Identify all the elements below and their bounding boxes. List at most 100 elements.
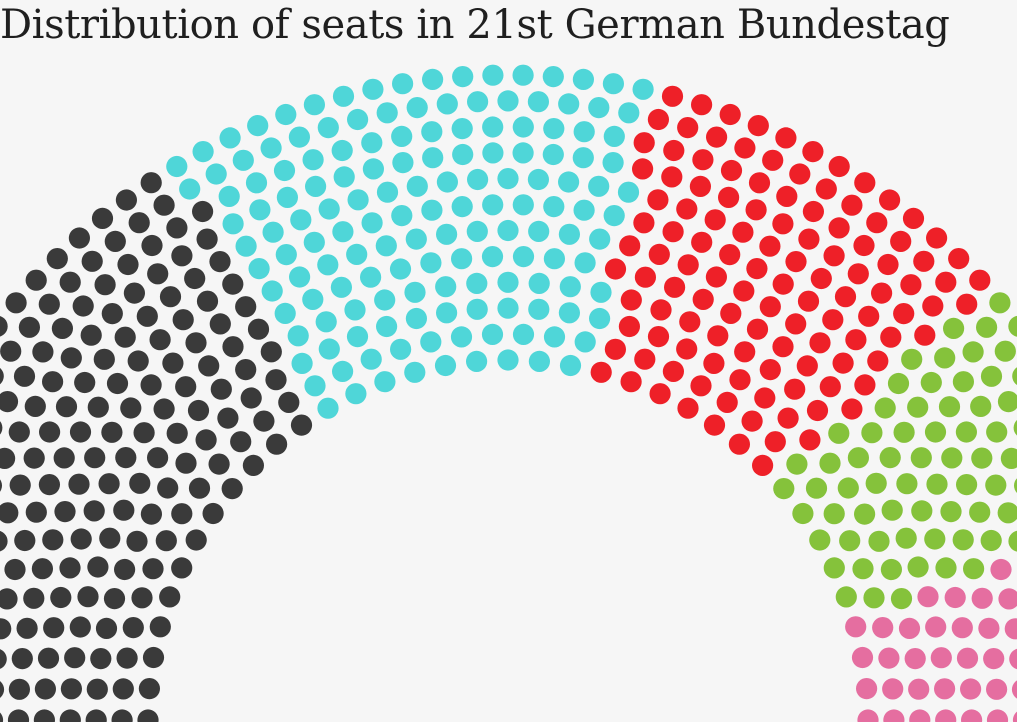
- seat-dot: [847, 447, 870, 469]
- seat-dot: [940, 501, 962, 523]
- seat-dot: [662, 221, 684, 243]
- seat-dot: [376, 315, 398, 338]
- seat-dot: [588, 97, 610, 119]
- seat-dot: [405, 228, 427, 250]
- seat-dot: [391, 125, 413, 147]
- seat-dot: [633, 132, 655, 154]
- seat-dot: [98, 473, 120, 495]
- seat-dot: [815, 178, 837, 200]
- seat-dot: [171, 557, 193, 579]
- seat-dot: [245, 172, 268, 194]
- seat-dot: [235, 235, 257, 257]
- seat-dot: [361, 132, 383, 154]
- seat-dot: [166, 217, 188, 239]
- seat-dot: [25, 501, 47, 523]
- seat-dot: [733, 280, 755, 302]
- seat-dot: [185, 332, 207, 354]
- seat-dot: [69, 616, 91, 638]
- seat-dot: [720, 302, 742, 324]
- seat-dot: [832, 352, 854, 374]
- seat-dot: [317, 117, 339, 139]
- seat-dot: [497, 90, 519, 112]
- seat-dot: [512, 142, 534, 164]
- seat-dot: [985, 474, 1007, 496]
- seat-dot: [209, 251, 231, 273]
- seat-dot: [332, 360, 354, 382]
- seat-dot: [360, 348, 382, 370]
- seat-dot: [332, 85, 355, 107]
- seat-dot: [278, 391, 300, 413]
- seat-dot: [0, 681, 5, 698]
- seat-dot: [317, 397, 339, 419]
- seat-dot: [952, 529, 974, 551]
- seat-dot: [777, 407, 799, 429]
- seat-dot: [81, 250, 103, 272]
- seat-dot: [138, 678, 160, 700]
- seat-dot: [883, 709, 905, 722]
- seat-dot: [664, 276, 686, 298]
- seat-dot: [362, 78, 384, 100]
- seat-dot: [970, 395, 992, 417]
- seat-dot: [926, 227, 948, 249]
- seat-dot: [1004, 618, 1017, 640]
- seat-dot: [679, 311, 701, 333]
- seat-dot: [734, 137, 756, 159]
- seat-dot: [230, 431, 252, 453]
- seat-dot: [0, 367, 4, 385]
- seat-dot: [720, 159, 743, 182]
- seat-dot: [7, 709, 30, 722]
- seat-dot: [802, 141, 824, 163]
- seat-dot: [896, 473, 918, 495]
- seat-dot: [240, 387, 262, 409]
- seat-dot: [893, 421, 915, 443]
- seat-dot: [33, 709, 55, 722]
- seat-dot: [633, 212, 655, 234]
- seat-dot: [114, 326, 136, 348]
- seat-dot: [746, 258, 768, 280]
- seat-dot: [104, 230, 126, 252]
- seat-dot: [890, 230, 912, 252]
- seat-dot: [861, 422, 883, 444]
- seat-dot: [589, 307, 611, 330]
- seat-dot: [589, 228, 611, 250]
- seat-dot: [719, 103, 741, 126]
- seat-dot: [482, 142, 504, 164]
- seat-dot: [857, 709, 879, 722]
- seat-dot: [376, 102, 398, 124]
- seat-dot: [86, 678, 108, 700]
- seat-dot: [676, 198, 698, 220]
- seat-dot: [935, 271, 957, 293]
- seat-dot: [955, 421, 978, 443]
- seat-dot: [772, 273, 794, 295]
- seat-dot: [235, 296, 257, 318]
- seat-dot: [877, 253, 899, 276]
- seat-dot: [391, 205, 413, 227]
- seat-dot: [42, 371, 64, 393]
- seat-dot: [1013, 420, 1017, 436]
- seat-dot: [841, 194, 863, 216]
- seat-dot: [242, 454, 264, 476]
- seat-dot: [572, 68, 595, 90]
- seat-dot: [872, 617, 894, 639]
- seat-dot: [0, 447, 16, 469]
- seat-dot: [80, 324, 102, 346]
- seat-dot: [222, 336, 244, 358]
- seat-dot: [764, 431, 786, 453]
- seat-dot: [157, 477, 179, 499]
- seat-dot: [390, 338, 412, 360]
- seat-dot: [147, 263, 169, 285]
- seat-dot: [94, 274, 116, 296]
- seat-dot: [948, 248, 970, 270]
- seat-dot: [406, 175, 428, 197]
- seat-dot: [192, 200, 214, 223]
- seat-dot: [924, 421, 947, 443]
- seat-dot: [153, 194, 175, 216]
- seat-dot: [661, 166, 683, 188]
- seat-dot: [265, 369, 287, 391]
- seat-dot: [634, 266, 657, 288]
- seat-dot: [0, 531, 8, 552]
- seat-dot: [706, 126, 728, 148]
- seat-dot: [901, 348, 923, 370]
- seat-dot: [116, 647, 138, 669]
- seat-dot: [171, 503, 193, 525]
